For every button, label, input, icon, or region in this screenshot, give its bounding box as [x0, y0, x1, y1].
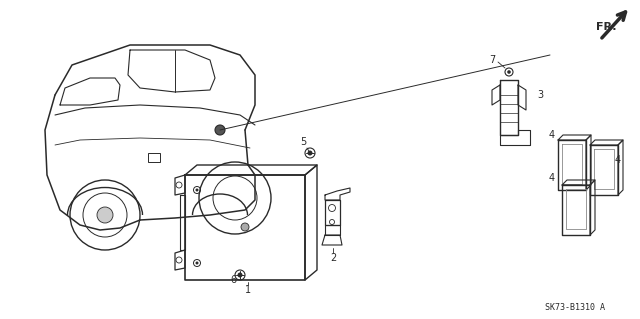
Circle shape: [195, 262, 198, 264]
Text: 7: 7: [489, 55, 495, 65]
Text: FR.: FR.: [596, 22, 616, 32]
Text: 3: 3: [537, 90, 543, 100]
Circle shape: [237, 272, 243, 278]
Text: 4: 4: [615, 155, 621, 165]
Text: 4: 4: [549, 130, 555, 140]
Circle shape: [307, 151, 312, 155]
Circle shape: [97, 207, 113, 223]
Circle shape: [507, 70, 511, 74]
Text: 6: 6: [230, 275, 236, 285]
Text: 5: 5: [300, 137, 306, 147]
Circle shape: [241, 223, 249, 231]
Text: SK73-B1310 A: SK73-B1310 A: [545, 303, 605, 313]
Circle shape: [215, 125, 225, 135]
Circle shape: [195, 189, 198, 191]
Text: 4: 4: [549, 173, 555, 183]
Text: 1: 1: [245, 285, 251, 295]
Text: 2: 2: [330, 253, 336, 263]
